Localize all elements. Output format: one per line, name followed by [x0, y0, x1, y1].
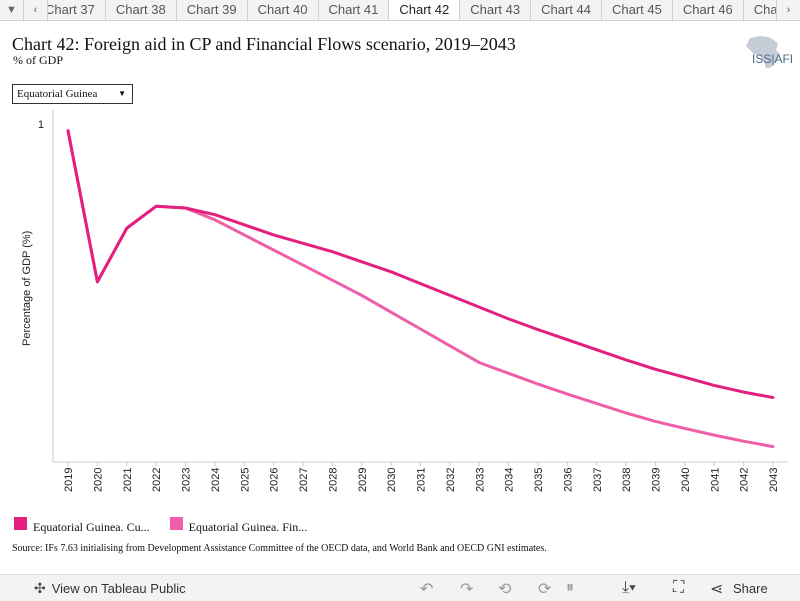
africa-map-logo-icon	[746, 36, 780, 68]
tab-chart-47[interactable]: Chart 47	[743, 0, 776, 20]
x-tick-label: 2035	[533, 468, 545, 492]
x-tick-label: 2043	[768, 468, 780, 492]
share-button[interactable]: Share	[733, 581, 768, 596]
share-icon[interactable]: ⋖	[710, 581, 724, 598]
x-tick-label: 2033	[474, 468, 486, 492]
x-tick-label: 2026	[269, 468, 281, 492]
tab-strip: Chart 37 Chart 38 Chart 39 Chart 40 Chart 41…	[48, 0, 776, 20]
tab-next-button[interactable]: ›	[776, 0, 800, 20]
tab-chart-39[interactable]: Chart 39	[176, 0, 248, 20]
tableau-logo-icon: ✣	[34, 580, 46, 596]
chevron-left-icon: ‹	[33, 4, 38, 16]
tab-chart-42[interactable]: Chart 42	[389, 0, 461, 20]
legend-label-series-2: Equatorial Guinea. Fin...	[188, 520, 308, 534]
view-on-tableau-link[interactable]: ✣ View on Tableau Public	[34, 580, 186, 597]
legend-label-series-1: Equatorial Guinea. Cu...	[33, 520, 150, 534]
revert-icon[interactable]: ⟲	[498, 581, 512, 598]
legend-item-series-2[interactable]: Equatorial Guinea. Fin...	[169, 512, 308, 535]
x-tick-label: 2034	[504, 468, 516, 492]
fullscreen-icon[interactable]: ⛶	[673, 579, 685, 596]
x-tick-label: 2027	[298, 468, 310, 492]
y-axis-label: Percentage of GDP (%)	[21, 230, 33, 346]
legend-item-series-1[interactable]: Equatorial Guinea. Cu...	[14, 512, 150, 535]
tab-chart-46[interactable]: Chart 46	[672, 0, 744, 20]
x-tick-label: 2030	[386, 468, 398, 492]
x-tick-label: 2021	[122, 468, 134, 492]
redo-icon[interactable]: ↷	[460, 581, 474, 598]
x-tick-label: 2019	[63, 468, 75, 492]
tab-chart-37[interactable]: Chart 37	[48, 0, 106, 20]
tab-chart-41[interactable]: Chart 41	[318, 0, 390, 20]
x-tick-label: 2029	[357, 468, 369, 492]
tab-chart-45[interactable]: Chart 45	[602, 0, 673, 20]
refresh-icon[interactable]: ⟳	[538, 581, 552, 598]
series-line-1[interactable]	[66, 129, 775, 399]
tab-prev-button[interactable]: ‹	[24, 0, 48, 20]
legend-swatch-series-1	[14, 517, 27, 530]
footer-toolbar: ✣ View on Tableau Public ↶ ↷ ⟲ ⟳ ⏸ ⤓▾ ⛶ …	[0, 574, 800, 601]
tab-chart-40[interactable]: Chart 40	[247, 0, 319, 20]
page-title: Chart 42: Foreign aid in CP and Financia…	[12, 34, 516, 54]
x-tick-label: 2023	[181, 468, 193, 492]
tab-chart-43[interactable]: Chart 43	[460, 0, 532, 20]
x-tick-label: 2032	[445, 468, 457, 492]
x-tick-label: 2031	[416, 468, 428, 492]
tab-chart-44[interactable]: Chart 44	[531, 0, 602, 20]
line-chart: 1 2019 2020 2021 2022 2023 2024 2025 2026 2027 202…	[38, 110, 788, 492]
x-tick-label: 2039	[651, 468, 663, 492]
x-tick-label: 2024	[210, 468, 222, 492]
tab-chart-38[interactable]: Chart 38	[105, 0, 177, 20]
caret-down-icon: ▼	[6, 4, 17, 16]
source-note: Source: IFs 7.63 initialising from Devel…	[12, 543, 547, 554]
view-on-tableau-label: View on Tableau Public	[51, 581, 186, 596]
tab-bar: ▼ ‹ Chart 37 Chart 38 Chart 39 Chart 40 Char…	[0, 0, 800, 21]
legend-swatch-series-2	[169, 517, 183, 530]
chevron-right-icon: ›	[786, 4, 791, 16]
page-subtitle: % of GDP	[13, 53, 63, 67]
x-tick-label: 2028	[327, 468, 339, 492]
country-dropdown[interactable]: Equatorial Guinea ▼	[12, 84, 133, 104]
undo-icon[interactable]: ↶	[420, 581, 434, 598]
country-dropdown-value: Equatorial Guinea	[17, 88, 98, 100]
x-tick-label: 2041	[709, 468, 721, 492]
caret-down-icon: ▼	[118, 89, 126, 98]
pause-icon[interactable]: ⏸	[566, 579, 575, 596]
tab-menu-button[interactable]: ▼	[0, 0, 24, 20]
x-tick-label: 2020	[92, 468, 104, 492]
x-tick-label: 2042	[739, 468, 751, 492]
x-tick-label: 2022	[151, 468, 163, 492]
series-line-2[interactable]	[66, 129, 775, 449]
x-tick-label: 2040	[680, 468, 692, 492]
x-tick-label: 2025	[239, 468, 251, 492]
x-tick-label: 2037	[592, 468, 604, 492]
logo-text: ISS|AFI	[752, 52, 794, 66]
x-tick-label: 2038	[621, 468, 633, 492]
legend: Equatorial Guinea. Cu... Equatorial Guin…	[14, 512, 327, 535]
download-icon[interactable]: ⤓▾	[622, 579, 636, 596]
y-tick-label: 1	[38, 119, 44, 131]
x-tick-label: 2036	[562, 468, 574, 492]
